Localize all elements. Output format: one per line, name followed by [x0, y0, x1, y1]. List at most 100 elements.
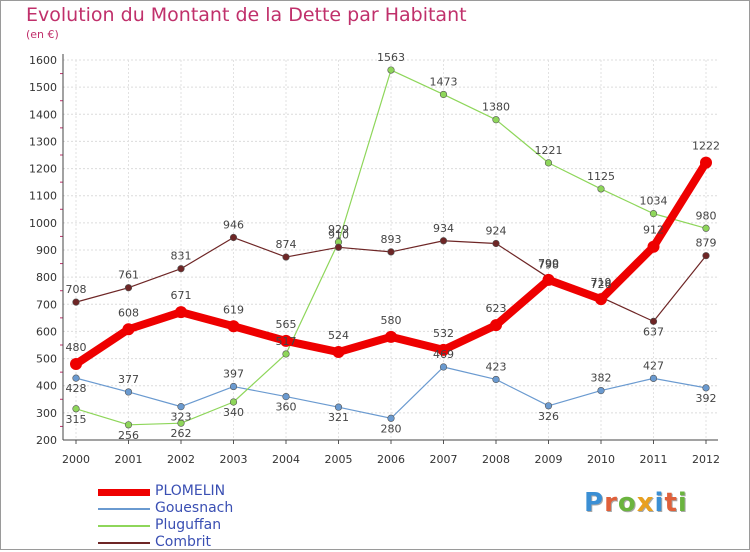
data-point-pluguffan [702, 224, 710, 232]
data-point-plomelin [490, 319, 502, 332]
data-label-plomelin: 1222 [692, 140, 720, 153]
data-point-combrit [702, 252, 710, 260]
data-point-pluguffan [439, 90, 448, 99]
legend-swatch-pluguffan [98, 525, 150, 527]
y-tick-label: 900 [36, 244, 57, 257]
data-label-gouesnach: 423 [486, 360, 507, 373]
logo-letter: i [654, 488, 665, 518]
data-point-pluguffan [544, 159, 553, 167]
data-point-gouesnach [282, 392, 290, 401]
data-label-plomelin: 623 [486, 302, 507, 315]
legend-swatch-plomelin [98, 489, 150, 496]
data-label-pluguffan: 1125 [587, 170, 615, 183]
data-label-combrit: 946 [223, 219, 244, 232]
data-point-gouesnach [439, 363, 448, 371]
y-tick-label: 1600 [29, 54, 57, 67]
data-label-gouesnach: 323 [171, 411, 192, 424]
data-label-plomelin: 671 [171, 289, 192, 302]
y-tick-label: 200 [36, 434, 57, 447]
x-tick-label: 2010 [587, 453, 615, 466]
data-point-plomelin [542, 273, 555, 286]
proxiti-logo: Proxiti [584, 488, 688, 518]
x-tick-label: 2007 [430, 453, 458, 466]
x-tick-label: 2008 [482, 453, 510, 466]
data-label-plomelin: 790 [538, 257, 559, 270]
data-point-gouesnach [492, 375, 500, 384]
y-tick-label: 400 [36, 380, 57, 393]
logo-letter: P [584, 488, 605, 518]
data-point-pluguffan [597, 185, 605, 193]
data-point-pluguffan [177, 419, 185, 427]
chart-plot: 200 300 400 500 600 700 800 900 1000 1100 1200 1300… [29, 51, 721, 466]
data-point-gouesnach [334, 403, 343, 411]
data-label-gouesnach: 382 [591, 372, 612, 385]
data-label-plomelin: 480 [66, 341, 87, 354]
data-point-plomelin [647, 240, 660, 253]
data-point-pluguffan [387, 66, 395, 74]
chart-subtitle: (en €) [26, 28, 59, 41]
data-label-pluguffan: 517 [276, 335, 297, 348]
data-label-plomelin: 619 [223, 303, 244, 316]
data-label-combrit: 924 [486, 224, 507, 237]
data-point-plomelin [437, 343, 450, 356]
series-line-pluguffan [75, 69, 707, 426]
x-tick-label: 2012 [692, 453, 720, 466]
logo-letter: x [636, 488, 655, 518]
y-tick-label: 700 [36, 298, 57, 311]
data-label-gouesnach: 280 [381, 422, 402, 435]
logo-letter: i [677, 488, 688, 518]
axes: 200 300 400 500 600 700 800 900 1000 1100 1200 1300… [29, 54, 720, 466]
data-label-pluguffan: 980 [696, 209, 717, 222]
series-group [70, 66, 712, 429]
data-point-gouesnach [124, 388, 133, 396]
y-tick-label: 300 [36, 407, 57, 420]
data-label-gouesnach: 428 [66, 382, 87, 395]
data-label-gouesnach: 469 [433, 348, 454, 361]
legend-swatch-gouesnach [98, 508, 150, 510]
data-point-plomelin [700, 156, 712, 169]
data-point-gouesnach [597, 387, 605, 395]
x-tick-label: 2011 [640, 453, 668, 466]
data-label-pluguffan: 262 [171, 427, 192, 440]
data-label-combrit: 761 [118, 269, 139, 282]
data-point-pluguffan [72, 405, 80, 413]
data-label-pluguffan: 340 [223, 406, 244, 419]
x-tick-label: 2001 [115, 453, 143, 466]
data-point-combrit [229, 233, 238, 242]
y-tick-label: 500 [36, 353, 57, 366]
data-point-plomelin [227, 320, 240, 333]
x-tick-label: 2002 [167, 453, 195, 466]
legend-label-pluguffan: Pluguffan [155, 517, 222, 533]
data-label-combrit: 726 [591, 278, 612, 291]
data-point-gouesnach [387, 414, 395, 422]
data-label-gouesnach: 321 [328, 411, 349, 424]
y-tick-label: 1000 [29, 217, 57, 230]
data-label-gouesnach: 326 [538, 410, 559, 423]
x-tick-label: 2006 [377, 453, 405, 466]
legend-label-plomelin: PLOMELIN [155, 483, 226, 499]
data-label-combrit: 637 [643, 325, 664, 338]
data-point-combrit [387, 248, 395, 256]
data-point-combrit [492, 239, 500, 248]
data-label-gouesnach: 360 [276, 401, 297, 414]
x-tick-label: 2004 [272, 453, 300, 466]
data-point-gouesnach [702, 384, 710, 392]
data-point-gouesnach [649, 374, 658, 382]
data-label-plomelin: 608 [118, 306, 139, 319]
data-point-combrit [177, 265, 185, 273]
data-label-combrit: 934 [433, 222, 454, 235]
data-label-combrit: 831 [171, 250, 192, 263]
legend-swatch-combrit [98, 542, 150, 544]
y-tick-label: 1400 [29, 108, 57, 121]
data-label-pluguffan: 1473 [430, 75, 458, 88]
data-point-gouesnach [544, 402, 553, 410]
y-tick-label: 1500 [29, 81, 57, 94]
data-labels: 428 377 323 397 360 321 280 469 423 326 382 427 392 3… [66, 51, 721, 442]
data-point-combrit [334, 243, 343, 251]
y-tick-label: 800 [36, 271, 57, 284]
data-point-pluguffan [229, 398, 238, 406]
data-label-combrit: 910 [328, 228, 349, 241]
data-label-plomelin: 912 [643, 224, 664, 237]
data-point-combrit [282, 253, 290, 261]
y-tick-label: 600 [36, 325, 57, 338]
